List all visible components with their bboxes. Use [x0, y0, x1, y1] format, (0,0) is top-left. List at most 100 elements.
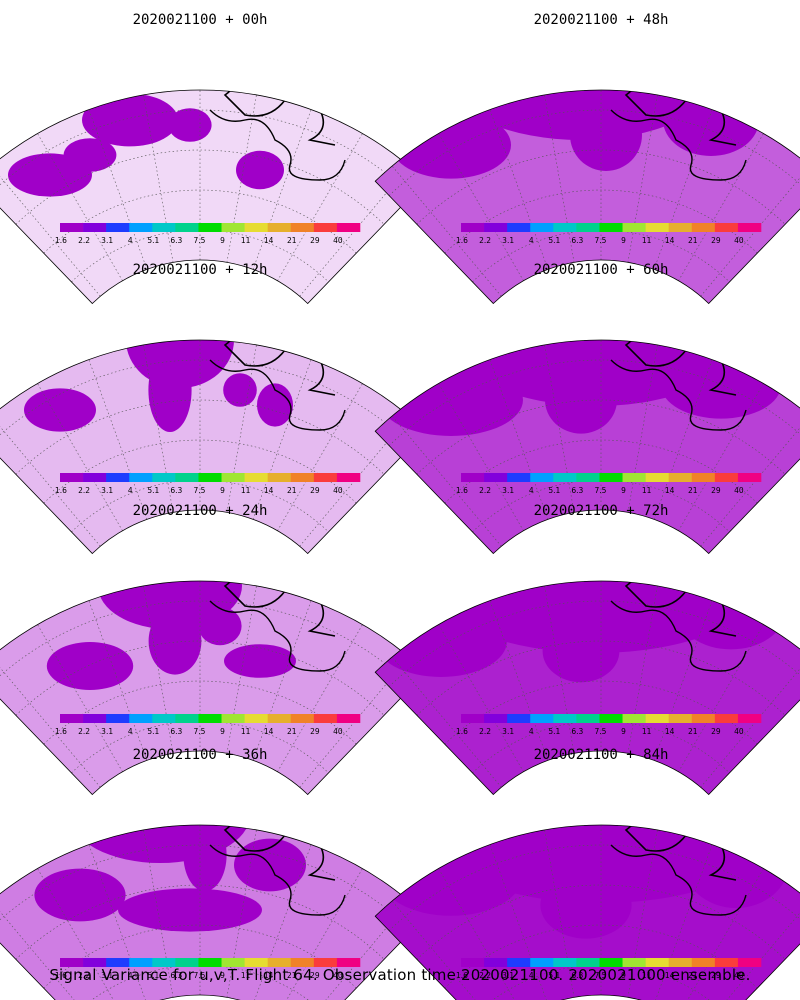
variance-contour — [82, 93, 178, 147]
legend-swatch — [484, 714, 508, 723]
legend-label: 6.3 — [571, 236, 583, 245]
legend-label: 29 — [711, 971, 721, 980]
legend-swatch — [152, 958, 176, 967]
variance-contour — [588, 536, 653, 567]
variance-contour — [592, 775, 691, 825]
legend-label: 4 — [128, 486, 133, 495]
graticule-meridian — [226, 829, 257, 998]
legend-label: 4 — [529, 727, 534, 736]
legend-swatch — [290, 223, 315, 232]
graticule-meridian — [438, 383, 524, 531]
graticule-meridian — [627, 829, 658, 998]
variance-contour — [506, 340, 596, 341]
legend-swatch — [221, 223, 245, 232]
legend-swatch — [668, 223, 693, 232]
legend-label: 21 — [688, 971, 698, 980]
legend-label: 21 — [688, 236, 698, 245]
legend-swatch — [461, 473, 485, 482]
graticule-meridian — [489, 359, 549, 520]
variance-contour — [564, 524, 679, 577]
legend-swatch — [198, 473, 222, 482]
graticule-meridian — [653, 109, 713, 270]
variance-contour — [375, 605, 507, 677]
legend-swatch — [461, 958, 485, 967]
variance-contour — [529, 302, 574, 327]
legend-swatch — [576, 714, 600, 723]
legend-label: 7.5 — [193, 727, 205, 736]
legend-swatch — [175, 223, 199, 232]
variance-contour — [601, 780, 682, 821]
legend-swatch — [668, 958, 693, 967]
legend-label: 2.2 — [479, 486, 491, 495]
variance-contour — [569, 527, 674, 576]
map-projection — [375, 775, 800, 1000]
color-legend: 1.6 2.2 3.1 4 5.1 6.3 7.5 9 11 14 21 29 40 — [456, 223, 762, 245]
legend-label: 3.1 — [502, 727, 514, 736]
variance-contour — [677, 581, 785, 650]
legend-swatch — [714, 958, 739, 967]
variance-contour — [34, 868, 126, 922]
map-projection — [0, 90, 426, 304]
legend-label: 11 — [241, 486, 251, 495]
legend-swatch — [267, 714, 292, 723]
legend-swatch — [83, 714, 107, 723]
variance-contour — [494, 340, 608, 347]
map-projection — [375, 296, 800, 554]
graticule-meridian — [226, 585, 257, 754]
variance-field — [0, 340, 426, 554]
legend-swatch — [267, 473, 292, 482]
legend-label: 5.1 — [147, 236, 159, 245]
legend-label: 3.1 — [101, 486, 113, 495]
legend-swatch — [175, 958, 199, 967]
variance-contour — [280, 90, 310, 95]
legend-label: 29 — [310, 486, 320, 495]
legend-label: 9 — [621, 236, 626, 245]
color-legend: 1.6 2.2 3.1 4 5.1 6.3 7.5 9 11 14 21 29 40 — [456, 958, 762, 980]
variance-contour — [517, 296, 585, 334]
legend-label: 9 — [621, 486, 626, 495]
legend-label: 6.3 — [170, 971, 182, 980]
panel-title: 2020021100 + 24h — [133, 503, 268, 519]
legend-swatch — [244, 223, 268, 232]
legend-label: 7.5 — [193, 971, 205, 980]
legend-label: 40 — [333, 971, 343, 980]
forecast-panel: 2020021100 + 84h 1.6 2.2 3.1 4 5.1 6.3 7.5 9 11 14… — [374, 747, 800, 1000]
graticule-meridian — [544, 344, 575, 513]
legend-label: 9 — [621, 971, 626, 980]
graticule-meridian — [489, 600, 549, 761]
legend-swatch — [530, 714, 554, 723]
variance-contour — [282, 90, 308, 94]
legend-swatch — [599, 473, 623, 482]
legend-label: 6.3 — [571, 486, 583, 495]
legend-swatch — [129, 958, 153, 967]
legend-label: 7.5 — [193, 236, 205, 245]
legend-swatch — [507, 473, 531, 482]
legend-swatch — [244, 714, 268, 723]
map-background — [0, 581, 426, 795]
graticule-meridian — [0, 656, 101, 788]
map-projection — [375, 90, 800, 304]
legend-label: 4 — [128, 727, 133, 736]
map-border — [374, 89, 800, 305]
legend-swatch — [622, 223, 646, 232]
legend-swatch — [645, 958, 669, 967]
legend-label: 40 — [734, 236, 744, 245]
variance-contour — [583, 533, 658, 568]
graticule-parallel — [0, 844, 413, 931]
legend-label: 7.5 — [594, 971, 606, 980]
legend-label: 11 — [642, 727, 652, 736]
variance-contour — [614, 787, 668, 814]
legend-label: 21 — [287, 971, 297, 980]
variance-contour — [183, 824, 227, 891]
legend-swatch — [152, 714, 176, 723]
legend-label: 1.6 — [456, 727, 468, 736]
legend-swatch — [198, 223, 222, 232]
legend-label: 21 — [287, 486, 297, 495]
legend-label: 21 — [287, 236, 297, 245]
graticule-meridian — [88, 109, 148, 270]
graticule-meridian — [252, 844, 312, 1000]
graticule-meridian — [544, 585, 575, 754]
legend-swatch — [83, 473, 107, 482]
variance-contour — [126, 340, 234, 388]
legend-label: 6.3 — [170, 486, 182, 495]
